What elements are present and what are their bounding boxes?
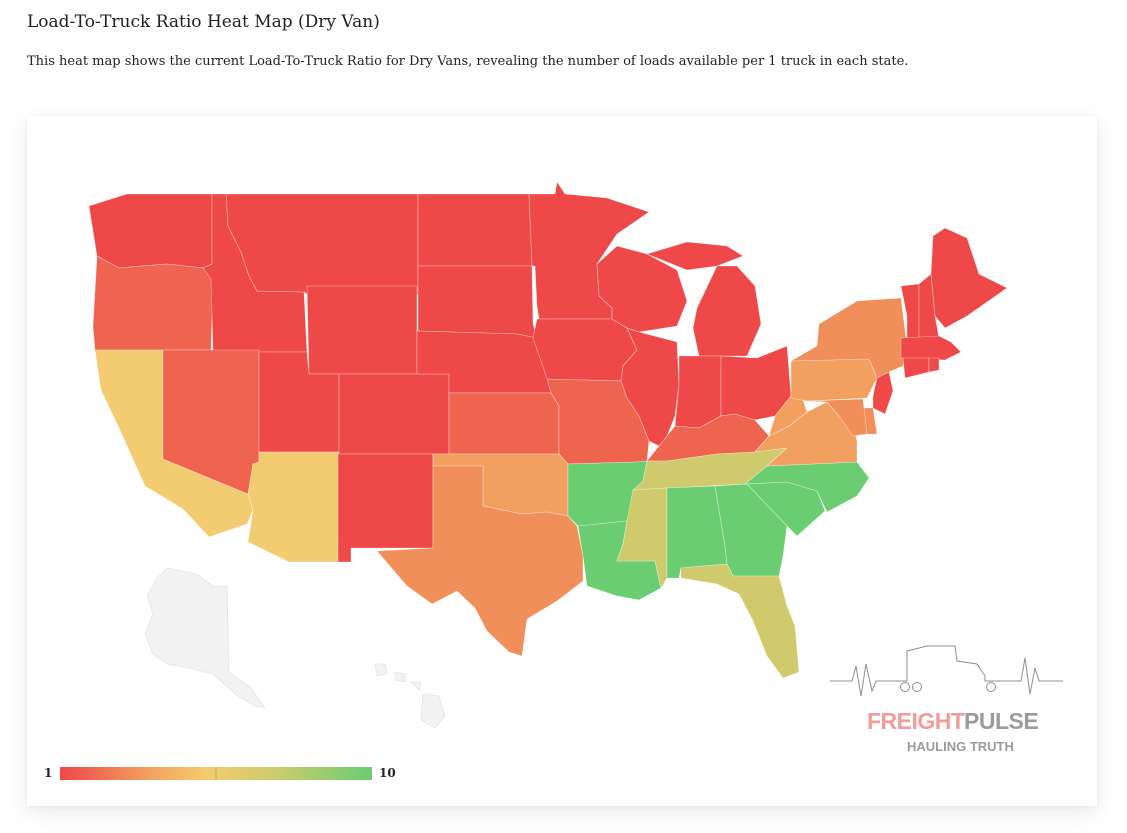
states-layer [88, 181, 1008, 729]
state-NM[interactable] [337, 453, 434, 563]
state-MD[interactable] [806, 398, 868, 437]
state-CT[interactable] [902, 357, 930, 379]
legend-min-label: 1 [44, 766, 52, 780]
state-ND[interactable] [417, 193, 533, 267]
state-IL[interactable] [620, 327, 680, 447]
state-HI[interactable] [374, 663, 446, 729]
state-NJ[interactable] [872, 371, 894, 415]
state-IN[interactable] [674, 355, 722, 429]
state-PA[interactable] [790, 358, 878, 402]
state-MI[interactable] [646, 241, 762, 357]
state-WY[interactable] [306, 285, 418, 375]
page-title: Load-To-Truck Ratio Heat Map (Dry Van) [27, 12, 380, 32]
state-CO[interactable] [338, 373, 450, 455]
color-scale-legend: 1 10 [44, 766, 396, 780]
state-SD[interactable] [417, 265, 538, 339]
state-WA[interactable] [88, 193, 213, 269]
state-RI[interactable] [928, 357, 940, 373]
state-AZ[interactable] [247, 451, 340, 563]
page-description: This heat map shows the current Load-To-… [27, 54, 909, 69]
state-WI[interactable] [596, 245, 688, 333]
state-IA[interactable] [532, 318, 638, 382]
state-MA[interactable] [900, 335, 962, 361]
logo-brand-freight: FREIGHT [867, 708, 965, 734]
state-OR[interactable] [92, 255, 214, 351]
legend-gradient-bar [60, 767, 372, 780]
state-KS[interactable] [448, 392, 560, 455]
state-MT[interactable] [225, 193, 419, 295]
truck-heartbeat-icon [830, 645, 1063, 697]
state-AK[interactable] [144, 567, 266, 709]
logo-brand-pulse: PULSE [964, 708, 1038, 734]
state-ME[interactable] [930, 227, 1008, 329]
logo-tagline: HAULING TRUTH [907, 739, 1014, 754]
us-heat-map: FREIGHT PULSE HAULING TRUTH 1 10 [44, 181, 1063, 780]
state-FL[interactable] [680, 563, 800, 679]
map-card: FREIGHT PULSE HAULING TRUTH 1 10 [27, 116, 1097, 806]
state-NH[interactable] [918, 273, 940, 339]
freight-pulse-logo: FREIGHT PULSE HAULING TRUTH [830, 645, 1063, 754]
legend-max-label: 10 [379, 766, 396, 780]
state-TX[interactable] [376, 465, 584, 657]
